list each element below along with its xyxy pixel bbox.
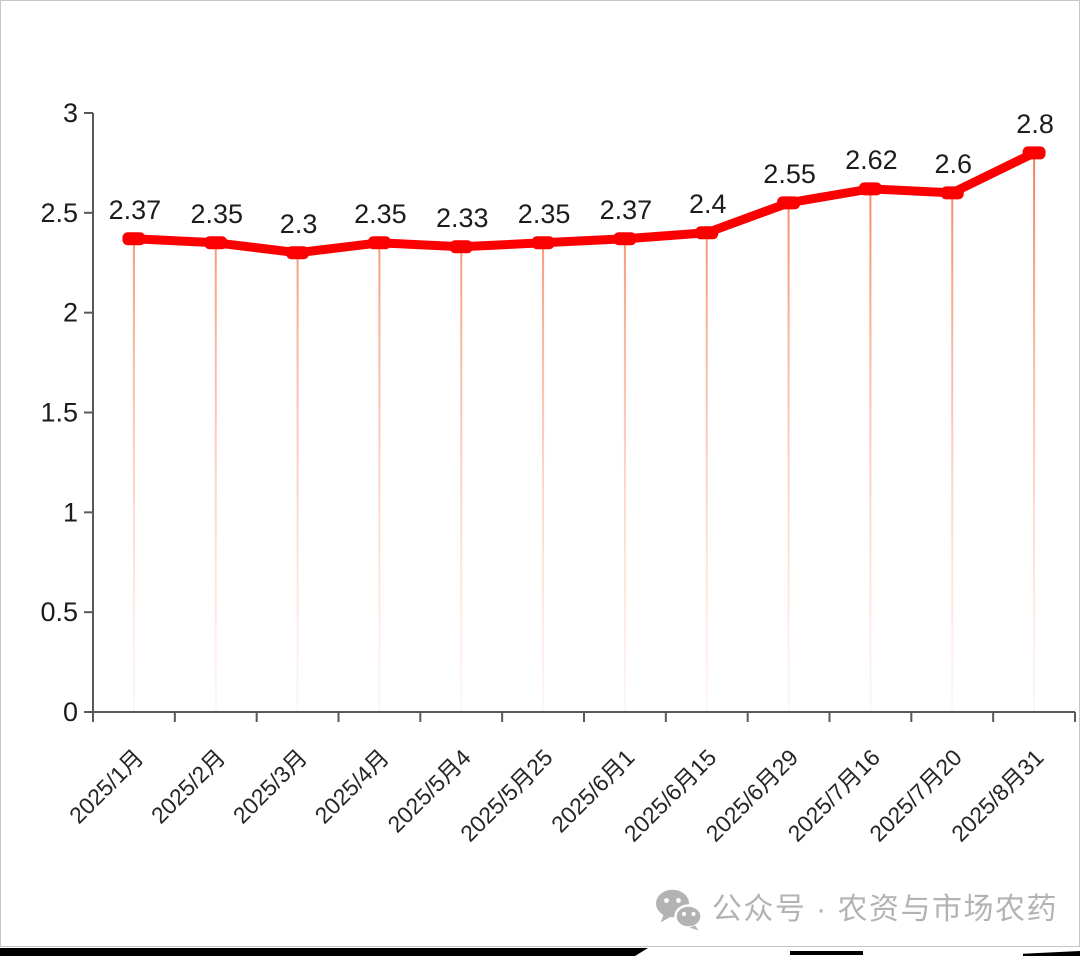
data-point-label: 2.37 xyxy=(600,195,653,225)
data-point-marker xyxy=(777,196,801,210)
data-point-marker xyxy=(204,236,228,250)
data-point-label: 2.35 xyxy=(518,199,571,229)
data-point-label: 2.55 xyxy=(763,159,816,189)
y-tick-label: 0 xyxy=(63,697,78,727)
y-tick-label: 2 xyxy=(63,298,78,328)
data-point-marker xyxy=(695,226,719,240)
data-point-label: 2.3 xyxy=(280,209,318,239)
data-point-label: 2.4 xyxy=(689,189,727,219)
data-point-label: 2.35 xyxy=(190,199,243,229)
data-point-label: 2.62 xyxy=(845,145,898,175)
data-point-marker xyxy=(858,182,882,196)
x-category-label: 2025/3月 xyxy=(228,744,312,828)
data-point-marker xyxy=(122,232,146,246)
y-tick-label: 0.5 xyxy=(40,597,78,627)
watermark: 公众号 · 农资与市场农药 xyxy=(640,884,1058,936)
data-point-marker xyxy=(367,236,391,250)
cropped-text-artifact-right xyxy=(1023,951,1080,956)
data-point-marker xyxy=(613,232,637,246)
data-point-label: 2.33 xyxy=(436,203,489,233)
data-point-marker xyxy=(1022,146,1046,160)
data-point-label: 2.35 xyxy=(354,199,407,229)
data-point-label: 2.8 xyxy=(1016,109,1054,139)
cropped-text-artifact-left xyxy=(0,948,648,956)
data-point-label: 2.37 xyxy=(109,195,162,225)
y-tick-label: 1 xyxy=(63,497,78,527)
x-category-label: 2025/1月 xyxy=(64,744,148,828)
watermark-text: 公众号 · 农资与市场农药 xyxy=(711,893,1058,926)
data-point-marker xyxy=(286,246,310,260)
x-category-label: 2025/4月 xyxy=(310,744,394,828)
wechat-icon xyxy=(655,889,702,931)
data-point-label: 2.6 xyxy=(934,149,972,179)
y-tick-label: 3 xyxy=(63,98,78,128)
data-point-marker xyxy=(531,236,555,250)
series-line xyxy=(129,148,1039,258)
y-tick-label: 2.5 xyxy=(40,198,78,228)
cropped-text-artifact-mid xyxy=(790,951,863,955)
data-point-marker xyxy=(449,240,473,254)
y-tick-label: 1.5 xyxy=(40,398,78,428)
data-point-marker xyxy=(940,186,964,200)
x-category-label: 2025/2月 xyxy=(146,744,230,828)
